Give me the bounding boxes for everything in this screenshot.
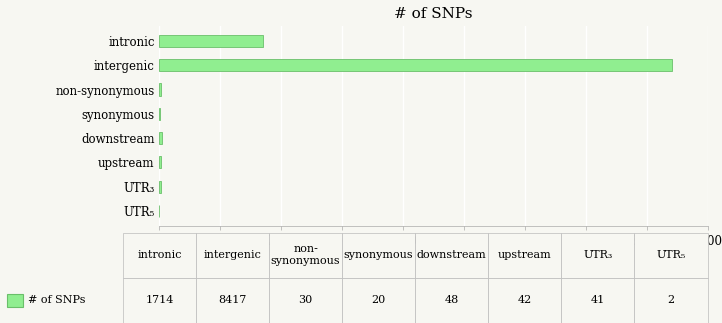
Bar <box>159 59 672 71</box>
Bar <box>7 294 22 307</box>
Bar <box>159 156 162 169</box>
Bar <box>159 35 264 47</box>
Bar <box>159 132 162 144</box>
Bar <box>159 83 161 96</box>
Bar <box>159 108 160 120</box>
Bar <box>159 181 161 193</box>
Title: # of SNPs: # of SNPs <box>394 6 472 20</box>
Text: # of SNPs: # of SNPs <box>27 296 85 305</box>
